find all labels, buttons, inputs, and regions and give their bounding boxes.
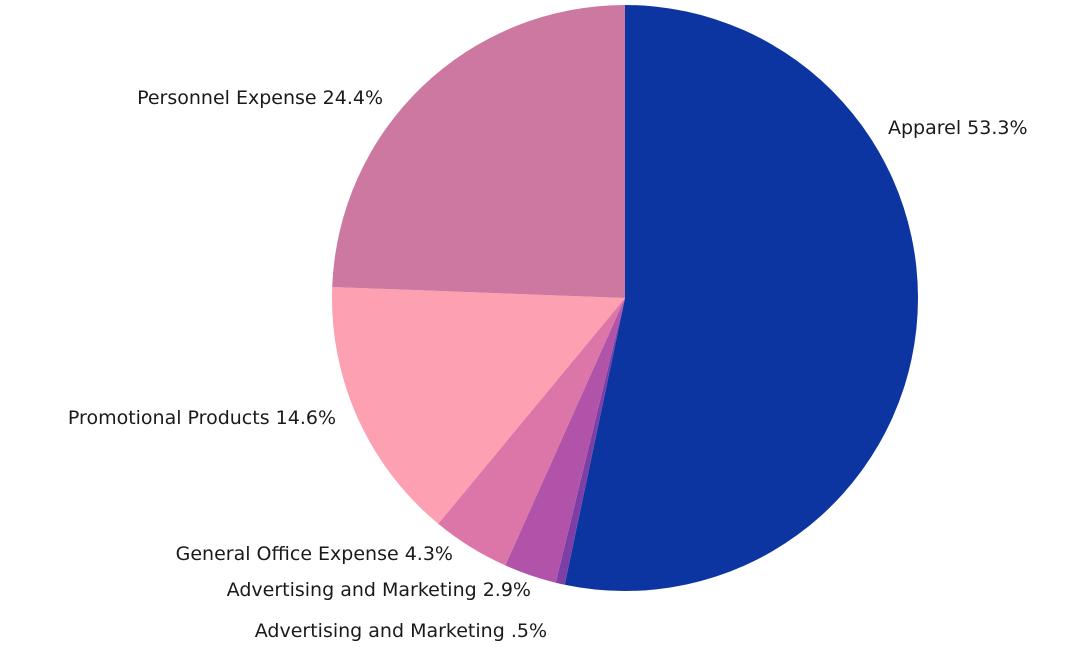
- slice-label: Apparel 53.3%: [888, 117, 1028, 139]
- slice-label: Advertising and Marketing .5%: [255, 620, 547, 642]
- pie-slice: [564, 4, 919, 591]
- pie-slice: [332, 286, 625, 524]
- pie-slice: [505, 298, 625, 583]
- pie-slice: [555, 298, 625, 585]
- slice-value: .5%: [511, 620, 547, 642]
- slice-label: General Office Expense 4.3%: [176, 543, 453, 565]
- slice-name: Personnel Expense: [137, 87, 317, 109]
- slice-label: Advertising and Marketing 2.9%: [227, 579, 531, 601]
- pie-slice: [332, 5, 625, 298]
- slice-name: General Office Expense: [176, 543, 399, 565]
- slice-label: Personnel Expense 24.4%: [137, 87, 383, 109]
- slice-label: Promotional Products 14.6%: [68, 407, 336, 429]
- slice-name: Advertising and Marketing: [255, 620, 505, 642]
- slice-value: 2.9%: [483, 579, 531, 601]
- slice-value: 53.3%: [967, 117, 1027, 139]
- slice-name: Promotional Products: [68, 407, 270, 429]
- slice-value: 4.3%: [405, 543, 453, 565]
- slice-name: Apparel: [888, 117, 961, 139]
- slice-value: 24.4%: [323, 87, 383, 109]
- slice-value: 14.6%: [276, 407, 336, 429]
- slice-name: Advertising and Marketing: [227, 579, 477, 601]
- pie-slice: [438, 298, 625, 566]
